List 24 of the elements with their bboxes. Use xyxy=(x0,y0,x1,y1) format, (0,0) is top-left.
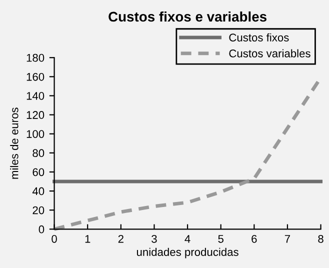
x-tick-label: 1 xyxy=(85,235,90,243)
x-tick-label: 6 xyxy=(252,234,257,243)
y-axis-title: miles de euros xyxy=(10,108,18,179)
y-tick-label: 60 xyxy=(32,168,44,176)
x-tick-label: 7 xyxy=(284,235,290,243)
x-tick-label: 3 xyxy=(152,234,157,243)
y-tick-label: 0 xyxy=(38,225,44,234)
y-tick-label: 120 xyxy=(26,111,44,119)
x-tick-label: 4 xyxy=(184,235,190,243)
x-axis-title: unidades producidas xyxy=(136,248,238,258)
y-tick-label: 140 xyxy=(26,92,44,100)
y-tick-label: 100 xyxy=(26,130,44,138)
y-tick-label: 20 xyxy=(32,206,44,214)
x-tick-label: 0 xyxy=(52,234,57,243)
chart-title: Custos fixos e variables xyxy=(108,11,266,22)
y-tick-label: 40 xyxy=(32,187,44,196)
legend-label: Custos variables xyxy=(229,49,310,58)
x-tick-label: 8 xyxy=(318,234,324,243)
y-tick-label: 180 xyxy=(26,54,44,62)
y-tick-label: 160 xyxy=(26,72,44,81)
x-tick-label: 5 xyxy=(218,235,224,243)
legend-label: Custos fixos xyxy=(229,33,289,42)
x-tick-label: 2 xyxy=(118,234,124,243)
y-tick-label: 80 xyxy=(32,149,44,158)
